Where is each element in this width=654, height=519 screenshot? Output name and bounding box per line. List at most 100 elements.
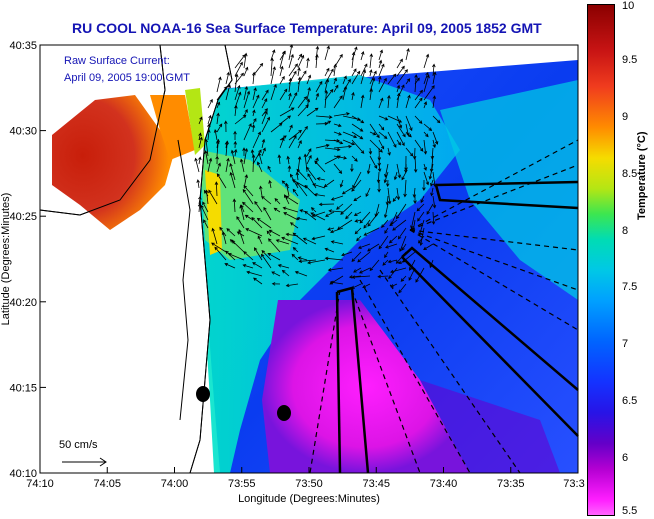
current-vector: [351, 139, 365, 154]
current-vector: [261, 89, 269, 101]
current-vector: [351, 115, 365, 124]
current-vector: [233, 148, 238, 157]
current-vector: [351, 91, 355, 101]
current-vector: [419, 227, 425, 247]
current-vector: [296, 181, 308, 197]
current-vector: [396, 139, 402, 146]
current-vector: [405, 48, 410, 61]
current-vector: [239, 204, 245, 221]
current-vector: [267, 252, 281, 261]
current-vector: [225, 71, 230, 85]
current-vector: [252, 262, 263, 269]
current-vector: [333, 155, 348, 160]
current-vector: [233, 130, 237, 141]
current-vector: [325, 211, 335, 217]
current-vector: [306, 86, 311, 101]
current-vector: [329, 280, 344, 285]
current-vector: [232, 198, 237, 213]
current-vector: [288, 53, 294, 69]
current-vector: [253, 277, 263, 285]
current-vector: [204, 138, 209, 157]
current-vector: [385, 243, 398, 249]
colorbar: [587, 4, 615, 516]
current-vector: [283, 212, 299, 221]
current-vector: [432, 71, 437, 85]
current-vector: [310, 212, 326, 221]
current-vector: [270, 57, 274, 77]
current-vector: [351, 123, 364, 132]
current-vector: [315, 80, 323, 93]
current-vector: [430, 179, 434, 187]
current-vector: [333, 139, 344, 145]
current-vector: [318, 202, 335, 207]
current-vector: [296, 216, 308, 221]
current-vector: [378, 63, 385, 77]
current-vector: [342, 85, 348, 101]
current-vector: [422, 179, 426, 192]
current-vector: [251, 217, 263, 229]
current-vector: [396, 115, 403, 129]
current-vector: [423, 123, 433, 131]
y-tick-label: 40:35: [9, 40, 37, 52]
current-vector: [291, 253, 299, 261]
current-vector: [229, 171, 236, 189]
current-vector: [385, 179, 390, 188]
y-tick-label: 40:10: [9, 468, 37, 480]
radar-tracks: [335, 180, 579, 474]
current-vector: [252, 117, 257, 125]
current-vector: [357, 243, 371, 249]
current-vector: [387, 94, 391, 109]
current-vector: [243, 90, 251, 109]
current-vector: [378, 97, 384, 109]
current-vector: [279, 88, 288, 101]
current-vector: [342, 78, 351, 93]
current-vector: [378, 123, 385, 131]
current-vector: [432, 171, 437, 188]
current-vector: [198, 136, 203, 149]
current-vector: [216, 76, 222, 93]
current-vector: [323, 179, 335, 188]
current-vector: [354, 227, 362, 235]
current-vector: [369, 123, 380, 139]
current-vector: [313, 192, 326, 197]
current-vector: [387, 131, 397, 148]
current-vector: [243, 185, 254, 197]
current-vector: [230, 149, 236, 165]
current-vector: [311, 235, 326, 241]
current-vector: [266, 230, 272, 237]
current-vector: [288, 92, 292, 101]
current-vector: [383, 171, 389, 184]
current-vector: [288, 135, 297, 149]
current-vector: [261, 108, 268, 117]
current-vector: [196, 179, 200, 189]
current-vector: [198, 156, 202, 165]
current-vector: [414, 139, 424, 152]
current-vector: [414, 89, 423, 101]
current-vector: [413, 155, 418, 173]
current-vector: [385, 195, 390, 206]
current-vector: [224, 262, 236, 269]
current-vector: [351, 68, 357, 77]
current-vector: [207, 98, 213, 109]
current-vector: [252, 131, 261, 149]
current-vector: [410, 211, 416, 230]
current-vector: [297, 53, 303, 61]
current-vector: [384, 251, 389, 259]
current-vector: [243, 85, 249, 101]
current-vector: [242, 147, 246, 157]
current-vector: [292, 232, 308, 245]
radar-site-marker: [277, 405, 291, 421]
current-vector: [236, 216, 245, 229]
current-vector: [399, 235, 407, 253]
current-vector: [333, 84, 339, 93]
current-vector: [251, 154, 256, 173]
current-vector: [432, 139, 436, 149]
current-vector: [426, 203, 434, 215]
current-vector: [352, 171, 362, 189]
x-tick-label: 73:35: [497, 478, 525, 490]
current-vector: [367, 211, 380, 227]
current-vector: [390, 267, 407, 274]
current-vector: [414, 74, 418, 93]
current-vector: [431, 211, 436, 225]
